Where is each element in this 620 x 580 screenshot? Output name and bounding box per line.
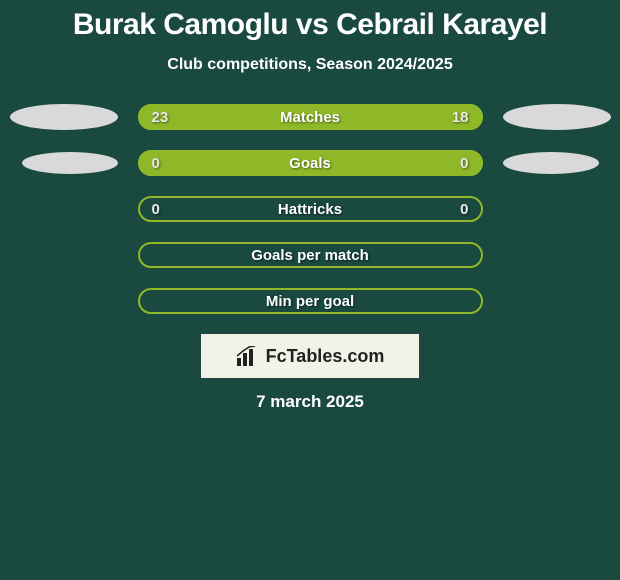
stat-right-value: 18 [452,109,469,126]
spacer [20,288,118,314]
stat-row: 0 Goals 0 [0,150,620,176]
spacer [20,242,118,268]
stat-row: 0 Hattricks 0 [0,196,620,222]
watermark-text: FcTables.com [266,346,385,367]
stat-row: Min per goal [0,288,620,314]
stat-right-value: 0 [460,201,468,218]
stat-label: Hattricks [278,201,342,218]
stat-left-value: 0 [152,201,160,218]
stat-bar: Goals per match [138,242,483,268]
watermark: FcTables.com [201,334,419,378]
stat-left-value: 0 [152,155,160,172]
stat-rows: 23 Matches 18 0 Goals 0 0 Hattricks 0 Goals per m… [0,104,620,314]
date-text: 7 march 2025 [0,392,620,412]
stat-label: Goals per match [251,247,369,264]
stat-bar: 23 Matches 18 [138,104,483,130]
spacer [20,196,118,222]
comparison-infographic: Burak Camoglu vs Cebrail Karayel Club co… [0,0,620,580]
left-player-indicator [10,104,118,130]
spacer [503,242,601,268]
stat-row: 23 Matches 18 [0,104,620,130]
right-player-indicator [503,104,611,130]
page-title: Burak Camoglu vs Cebrail Karayel [0,0,620,42]
stat-row: Goals per match [0,242,620,268]
stat-left-value: 23 [152,109,169,126]
spacer [503,288,601,314]
stat-right-value: 0 [460,155,468,172]
stat-bar: 0 Goals 0 [138,150,483,176]
left-player-indicator [22,152,118,174]
stat-bar: Min per goal [138,288,483,314]
stat-label: Goals [289,155,331,172]
stat-label: Matches [280,109,340,126]
chart-bars-icon [236,346,260,366]
stat-bar: 0 Hattricks 0 [138,196,483,222]
right-player-indicator [503,152,599,174]
subtitle: Club competitions, Season 2024/2025 [0,56,620,74]
spacer [503,196,601,222]
stat-label: Min per goal [266,293,354,310]
